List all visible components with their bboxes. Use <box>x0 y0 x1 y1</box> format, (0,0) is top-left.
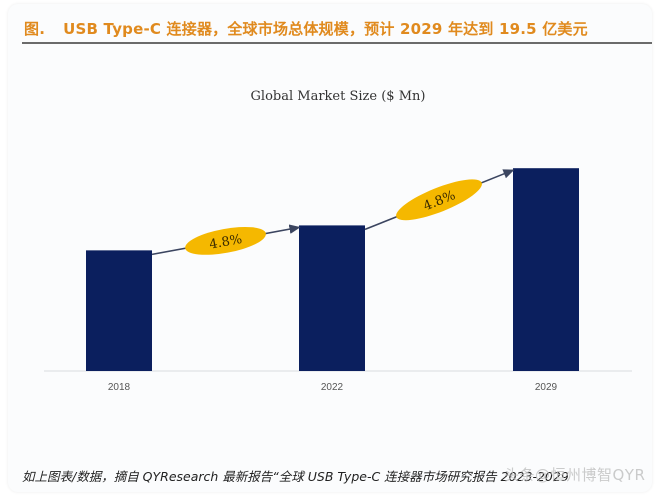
cagr-ellipse <box>396 179 482 221</box>
figure-label: 图. <box>24 20 46 38</box>
figure-title-text: USB Type-C 连接器，全球市场总体规模，预计 2029 年达到 19.5… <box>63 20 588 38</box>
x-tick-label: 2018 <box>108 382 131 393</box>
cagr-annotation: 4.8% <box>396 179 482 221</box>
bar-2029 <box>513 168 579 371</box>
x-tick-label: 2022 <box>321 382 344 393</box>
x-tick-label: 2029 <box>535 382 558 393</box>
figure-title: 图. USB Type-C 连接器，全球市场总体规模，预计 2029 年达到 19… <box>24 18 588 39</box>
source-note: 如上图表/数据，摘自 QYResearch 最新报告“全球 USB Type-C… <box>22 469 569 484</box>
watermark: 头条@恒州博智QYR <box>504 466 646 484</box>
cagr-ellipse <box>185 226 266 255</box>
cagr-label: 4.8% <box>208 232 243 253</box>
bar-2018 <box>86 250 152 371</box>
cagr-annotation: 4.8% <box>185 226 266 255</box>
title-divider <box>22 42 652 44</box>
bar-2022 <box>299 225 365 371</box>
chart-title: Global Market Size ($ Mn) <box>251 89 426 104</box>
